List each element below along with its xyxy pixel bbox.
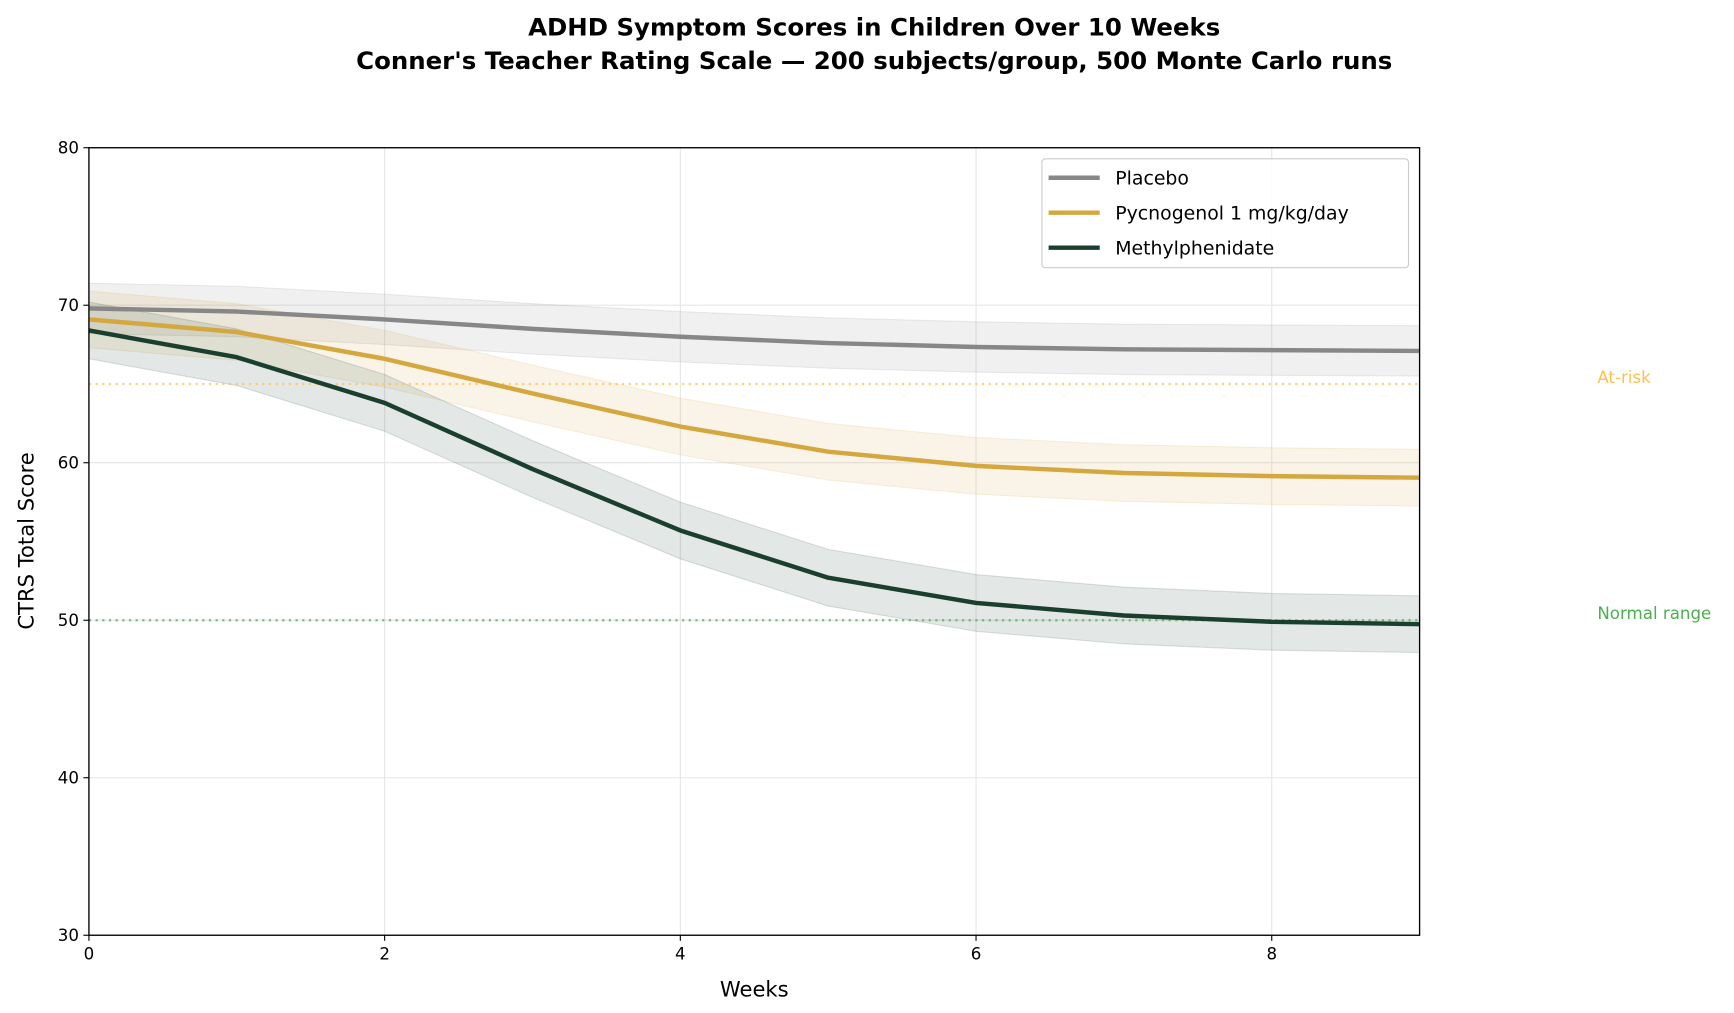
y-tick-label: 50	[58, 611, 79, 630]
y-tick-label: 70	[58, 296, 79, 315]
x-tick-label: 6	[971, 945, 982, 964]
reference-label: At-risk	[1597, 368, 1651, 387]
x-tick-label: 8	[1266, 945, 1277, 964]
chart-title: ADHD Symptom Scores in Children Over 10 …	[528, 13, 1220, 42]
series-line-1	[88, 317, 1420, 480]
x-tick-label: 0	[84, 945, 95, 964]
series-line-0	[88, 306, 1420, 354]
legend-box	[1041, 158, 1410, 269]
y-tick-label: 60	[58, 453, 79, 472]
x-axis-label: Weeks	[720, 976, 789, 1001]
y-tick-label: 40	[58, 768, 79, 787]
y-axis-label: CTRS Total Score	[13, 452, 38, 629]
legend: Placebo Pycnogenol 1 mg/kg/day Methylpheni…	[1041, 158, 1410, 269]
y-tick-label: 30	[58, 926, 79, 945]
series-lines	[88, 306, 1420, 627]
legend-label: Pycnogenol 1 mg/kg/day	[1115, 202, 1349, 224]
reference-label: Normal range	[1597, 604, 1711, 623]
chart-subtitle: Conner's Teacher Rating Scale — 200 subj…	[356, 46, 1392, 75]
legend-label: Placebo	[1115, 167, 1189, 189]
series-line-2	[88, 328, 1420, 627]
y-tick-label: 80	[58, 138, 79, 157]
plot-frame	[88, 147, 1421, 936]
x-tick-label: 2	[379, 945, 390, 964]
legend-label: Methylphenidate	[1115, 237, 1274, 259]
ticks: 0 2 4 6 8 30 40 50 60 70 80	[58, 138, 1277, 963]
x-tick-label: 4	[675, 945, 686, 964]
reference-lines: At-risk Normal range	[88, 368, 1711, 623]
